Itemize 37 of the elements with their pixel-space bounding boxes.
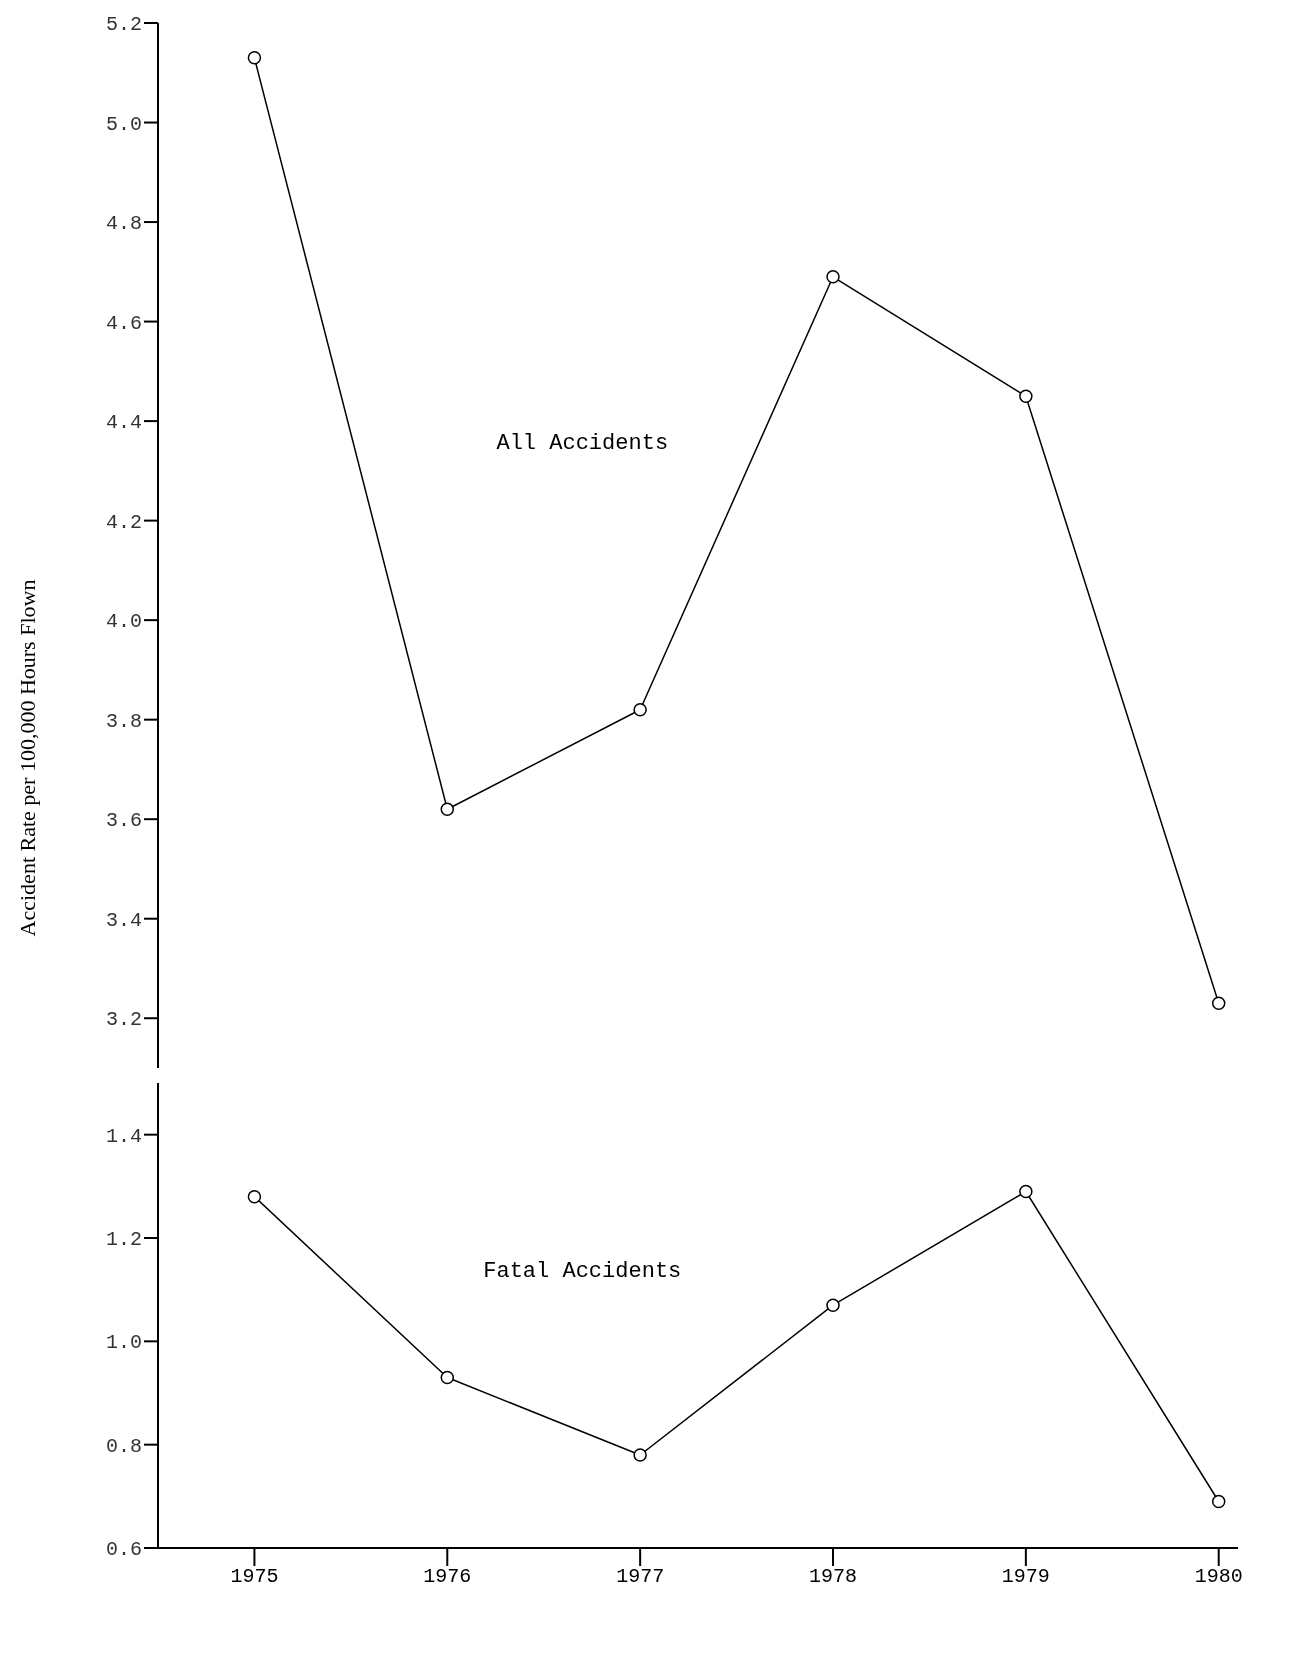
x-tick-label: 1978 <box>808 1565 858 1589</box>
y-tick-label: 1.4 <box>105 1124 142 1148</box>
y-tick-label: 4.4 <box>105 411 142 435</box>
y-tick-label: 3.8 <box>105 709 142 733</box>
y-tick-label: 0.8 <box>105 1434 142 1458</box>
y-tick-label: 3.2 <box>105 1008 142 1032</box>
point <box>1019 389 1033 403</box>
y-tick-label: 4.6 <box>105 311 142 335</box>
y-tick-label: 5.0 <box>105 112 142 136</box>
point <box>1019 1184 1033 1199</box>
text: Fatal Accidents <box>483 1258 682 1284</box>
y-tick-label: 3.4 <box>105 908 142 932</box>
point <box>1211 1494 1226 1509</box>
x-tick-label: 1976 <box>423 1565 472 1589</box>
point <box>826 270 840 284</box>
y-tick-label: 3.6 <box>105 809 142 833</box>
x-tick-label: 1975 <box>230 1565 279 1589</box>
point <box>247 51 262 65</box>
point <box>633 702 647 717</box>
y-axis-title: Accident Rate per 100,000 Hours Flown <box>15 579 41 937</box>
y-tick-label: 4.0 <box>105 610 142 634</box>
y-tick-label: 1.2 <box>105 1228 142 1252</box>
y-tick-label: 4.8 <box>105 212 142 236</box>
x-tick-label: 1979 <box>1001 1565 1050 1589</box>
point <box>826 1298 840 1312</box>
point <box>440 802 455 816</box>
x-tick-label: 1980 <box>1194 1565 1243 1589</box>
point <box>633 1448 647 1462</box>
text: All Accidents <box>496 430 669 456</box>
x-tick-label: 1977 <box>616 1565 665 1589</box>
point <box>440 1370 455 1385</box>
y-tick-label: 4.2 <box>105 510 142 534</box>
y-tick-label: 1.0 <box>105 1331 142 1355</box>
point <box>1211 996 1226 1011</box>
point <box>247 1189 262 1204</box>
y-tick-label: 5.2 <box>105 13 142 37</box>
y-tick-label: 0.6 <box>105 1538 142 1562</box>
